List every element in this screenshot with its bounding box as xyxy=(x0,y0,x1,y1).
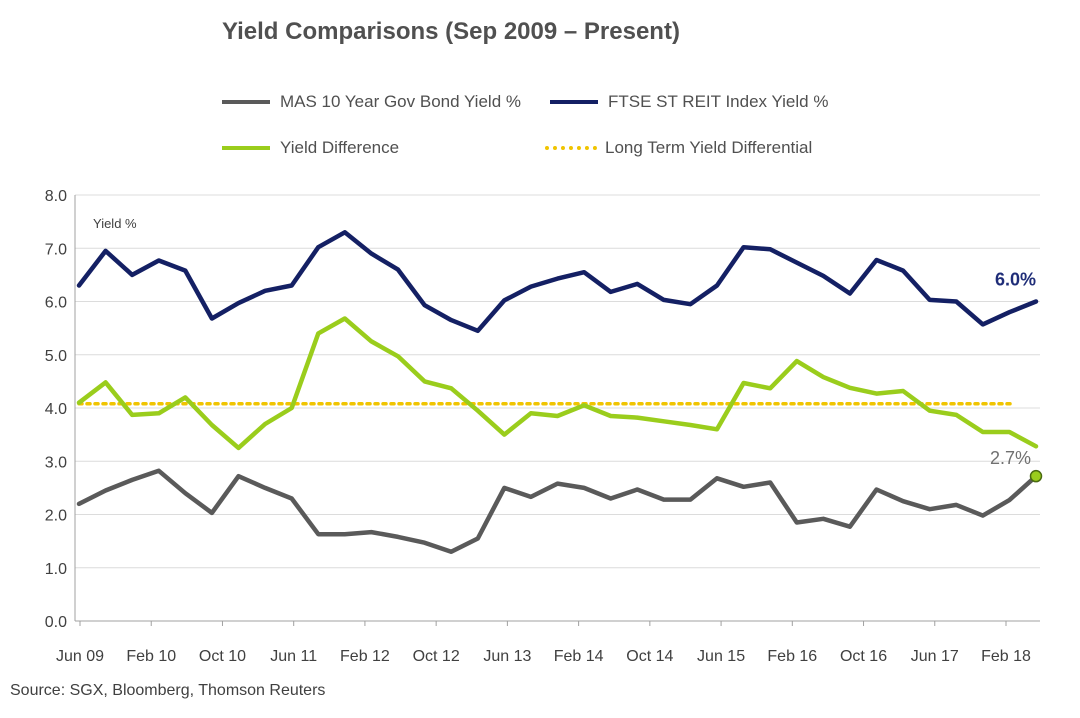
legend-item-diff: Yield Difference xyxy=(222,136,399,160)
chart-title: Yield Comparisons (Sep 2009 – Present) xyxy=(222,18,680,45)
legend-swatch-bond xyxy=(222,100,270,104)
y-tick-label: 1.0 xyxy=(45,561,67,578)
legend-item-bond: MAS 10 Year Gov Bond Yield % xyxy=(222,90,521,114)
legend-swatch-longterm xyxy=(545,146,597,150)
legend-item-reit: FTSE ST REIT Index Yield % xyxy=(550,90,828,114)
source-note: Source: SGX, Bloomberg, Thomson Reuters xyxy=(10,682,326,699)
y-tick-label: 2.0 xyxy=(45,508,67,525)
x-tick-label: Feb 14 xyxy=(554,648,604,665)
yield-difference-line xyxy=(76,316,1039,451)
y-tick-label: 4.0 xyxy=(45,401,67,418)
reit-yield-annotation: 6.0% xyxy=(995,270,1036,290)
legend-item-longterm: Long Term Yield Differential xyxy=(545,136,812,160)
bond-yield-annotation: 2.7% xyxy=(990,448,1031,468)
x-tick-label: Oct 12 xyxy=(413,648,460,665)
x-tick-label: Oct 14 xyxy=(626,648,673,665)
x-tick-label: Feb 12 xyxy=(340,648,390,665)
legend-label-diff: Yield Difference xyxy=(280,138,400,157)
legend-label-longterm: Long Term Yield Differential xyxy=(605,138,813,157)
reit-yield-line xyxy=(76,230,1039,334)
x-tick-label: Jun 15 xyxy=(697,648,745,665)
tick-labels: 0.0 1.0 2.0 3.0 4.0 5.0 6.0 7.0 8.0 Jun 09 Feb 10 O… xyxy=(45,188,1036,665)
legend-label-bond: MAS 10 Year Gov Bond Yield % xyxy=(280,92,521,111)
y-tick-label: 7.0 xyxy=(45,241,67,258)
y-tick-label: 8.0 xyxy=(45,188,67,205)
y-tick-label: 3.0 xyxy=(45,454,67,471)
gridlines xyxy=(75,194,1040,569)
y-tick-label: 6.0 xyxy=(45,295,67,312)
x-tick-label: Jun 17 xyxy=(911,648,959,665)
legend-swatch-reit xyxy=(550,100,598,104)
x-tick-label: Oct 10 xyxy=(199,648,246,665)
y-tick-label: 5.0 xyxy=(45,348,67,365)
x-tick-label: Feb 18 xyxy=(981,648,1031,665)
series-lines xyxy=(76,230,1043,555)
y-tick-label: 0.0 xyxy=(45,614,67,631)
axes xyxy=(74,195,1040,626)
x-tick-label: Jun 11 xyxy=(270,648,317,665)
x-tick-label: Oct 16 xyxy=(840,648,887,665)
x-tick-label: Feb 16 xyxy=(767,648,817,665)
x-tick-label: Jun 09 xyxy=(56,648,104,665)
bond-yield-line xyxy=(76,468,1039,555)
y-axis-label: Yield % xyxy=(93,216,137,231)
x-tick-label: Jun 13 xyxy=(483,648,531,665)
x-tick-label: Feb 10 xyxy=(126,648,176,665)
legend-label-reit: FTSE ST REIT Index Yield % xyxy=(608,92,829,111)
legend-swatch-diff xyxy=(222,146,270,150)
bond-yield-endpoint-marker xyxy=(1029,469,1043,483)
